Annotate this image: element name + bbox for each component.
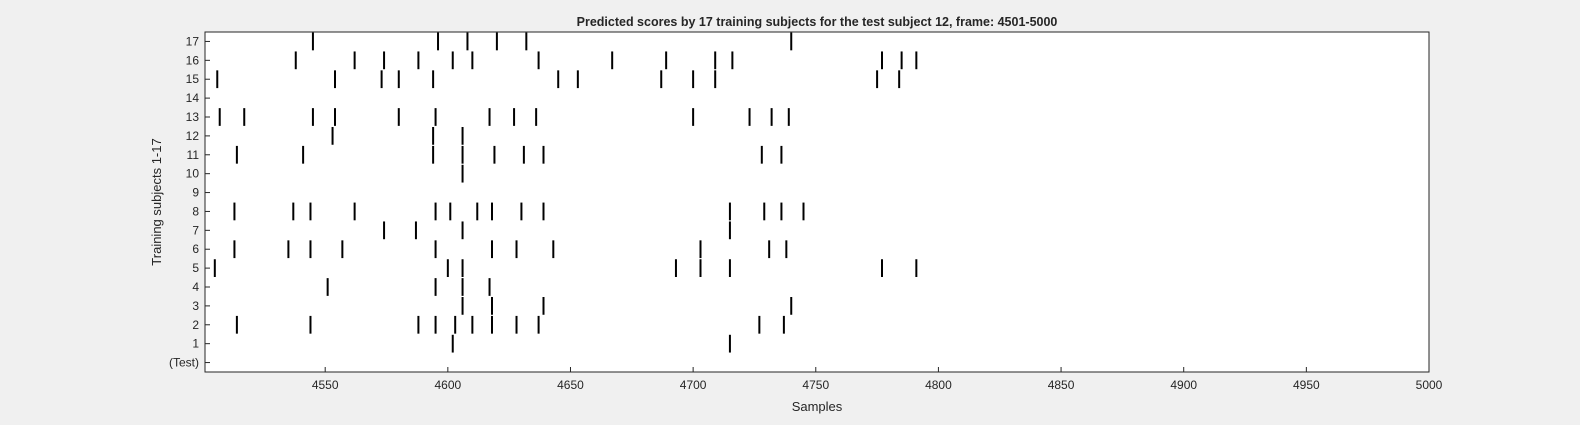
spike-marks (213, 32, 918, 353)
y-tick-label: 6 (192, 242, 199, 256)
y-tick-label: 1 (192, 337, 199, 351)
x-tick-label: 4850 (1048, 378, 1075, 392)
x-tick-label: 4650 (557, 378, 584, 392)
x-tick-label: 4750 (802, 378, 829, 392)
x-ticks: 4550 4600 4650 4700 4750 4800 4850 4900 4950 5000 (312, 367, 1443, 392)
y-tick-label: 2 (192, 318, 199, 332)
y-tick-label: 13 (186, 110, 200, 124)
x-axis-label: Samples (792, 399, 843, 414)
y-axis-label: Training subjects 1-17 (149, 138, 164, 265)
y-tick-label: 9 (192, 186, 199, 200)
y-tick-label: 3 (192, 299, 199, 313)
y-tick-label: (Test) (169, 356, 199, 370)
y-tick-label: 16 (186, 53, 200, 67)
y-tick-label: 4 (192, 280, 199, 294)
x-tick-label: 5000 (1416, 378, 1443, 392)
y-tick-label: 5 (192, 261, 199, 275)
y-tick-label: 10 (186, 167, 200, 181)
y-tick-label: 15 (186, 72, 200, 86)
chart-title: Predicted scores by 17 training subjects… (577, 15, 1058, 29)
x-tick-label: 4600 (434, 378, 461, 392)
plot-area (204, 31, 1430, 373)
y-tick-label: 8 (192, 204, 199, 218)
y-tick-label: 11 (187, 148, 200, 162)
x-tick-label: 4550 (312, 378, 339, 392)
y-tick-label: 7 (192, 223, 199, 237)
x-tick-label: 4800 (925, 378, 952, 392)
x-tick-label: 4700 (680, 378, 707, 392)
x-tick-label: 4900 (1170, 378, 1197, 392)
y-tick-label: 12 (186, 129, 200, 143)
y-tick-label: 14 (186, 91, 200, 105)
x-tick-label: 4950 (1293, 378, 1320, 392)
y-tick-label: 17 (186, 34, 200, 48)
